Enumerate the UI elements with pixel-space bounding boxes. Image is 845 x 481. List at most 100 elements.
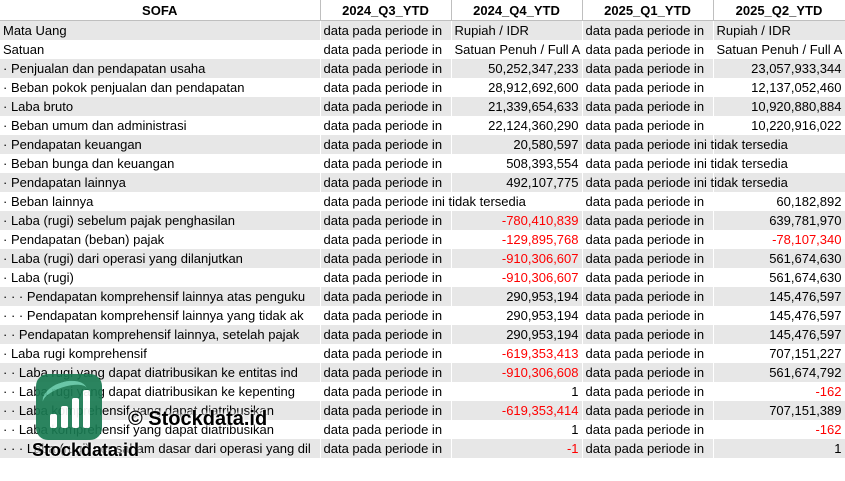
data-cell[interactable]: 561,674,792 [713,363,845,382]
row-label-cell[interactable]: · Beban lainnya [0,192,321,211]
row-label-cell[interactable]: · · · Pendapatan komprehensif lainnya at… [0,287,321,306]
row-label-cell[interactable]: · Laba (rugi) dari operasi yang dilanjut… [0,249,321,268]
data-cell[interactable]: data pada periode in [320,211,452,230]
data-cell[interactable] [713,173,845,192]
data-cell[interactable]: data pada periode in [320,382,452,401]
data-cell[interactable]: 707,151,389 [713,401,845,420]
data-cell[interactable]: data pada periode in [320,116,452,135]
header-2025-q1[interactable]: 2025_Q1_YTD [582,0,714,21]
data-cell[interactable]: -910,306,607 [451,268,583,287]
data-cell[interactable]: data pada periode in [320,306,452,325]
data-cell[interactable] [713,154,845,173]
data-cell[interactable]: 561,674,630 [713,249,845,268]
row-label-cell[interactable]: · Pendapatan (beban) pajak [0,230,321,249]
data-cell[interactable] [713,135,845,154]
data-cell[interactable]: -910,306,607 [451,249,583,268]
row-label-cell[interactable]: · · Pendapatan komprehensif lainnya, set… [0,325,321,344]
data-cell[interactable]: data pada periode in [582,363,714,382]
data-cell[interactable]: 145,476,597 [713,325,845,344]
data-cell[interactable]: data pada periode in [320,230,452,249]
data-cell[interactable]: 290,953,194 [451,325,583,344]
row-label-cell[interactable]: · Beban umum dan administrasi [0,116,321,135]
data-cell[interactable]: data pada periode in [320,420,452,439]
row-label-cell[interactable]: Mata Uang [0,20,321,40]
data-cell[interactable]: 1 [713,439,845,458]
data-cell[interactable]: data pada periode in [582,306,714,325]
data-cell[interactable]: data pada periode in [582,344,714,363]
data-cell[interactable]: 290,953,194 [451,306,583,325]
data-cell[interactable]: data pada periode ini tidak tersedia [582,154,788,173]
row-label-cell[interactable]: · · · Laba (rugi) per saham dasar dari o… [0,439,321,458]
row-label-cell[interactable]: · Laba (rugi) [0,268,321,287]
data-cell[interactable]: 28,912,692,600 [451,78,583,97]
data-cell[interactable]: data pada periode ini tidak tersedia [582,135,788,154]
data-cell[interactable]: -780,410,839 [451,211,583,230]
data-cell[interactable]: 492,107,775 [451,173,583,192]
data-cell[interactable]: data pada periode ini tidak tersedia [582,173,788,192]
data-cell[interactable] [451,192,583,211]
data-cell[interactable]: 23,057,933,344 [713,59,845,78]
data-cell[interactable]: data pada periode in [582,325,714,344]
data-cell[interactable]: data pada periode in [320,325,452,344]
data-cell[interactable]: -910,306,608 [451,363,583,382]
data-cell[interactable]: data pada periode in [582,40,714,59]
data-cell[interactable]: 60,182,892 [713,192,845,211]
data-cell[interactable]: data pada periode in [320,20,452,40]
data-cell[interactable]: -129,895,768 [451,230,583,249]
data-cell[interactable]: -162 [713,382,845,401]
row-label-cell[interactable]: · Laba rugi komprehensif [0,344,321,363]
data-cell[interactable]: 639,781,970 [713,211,845,230]
row-label-cell[interactable]: · · · Pendapatan komprehensif lainnya ya… [0,306,321,325]
data-cell[interactable]: data pada periode in [582,211,714,230]
header-2024-q3[interactable]: 2024_Q3_YTD [320,0,452,21]
data-cell[interactable]: data pada periode in [582,439,714,458]
data-cell[interactable]: data pada periode in [582,382,714,401]
data-cell[interactable]: 1 [451,420,583,439]
data-cell[interactable]: data pada periode in [582,287,714,306]
data-cell[interactable]: data pada periode in [320,97,452,116]
data-cell[interactable]: 12,137,052,460 [713,78,845,97]
data-cell[interactable]: data pada periode in [582,78,714,97]
data-cell[interactable]: -162 [713,420,845,439]
data-cell[interactable]: data pada periode in [320,135,452,154]
data-cell[interactable]: 50,252,347,233 [451,59,583,78]
data-cell[interactable]: 145,476,597 [713,287,845,306]
data-cell[interactable]: data pada periode in [582,192,714,211]
row-label-cell[interactable]: · Pendapatan lainnya [0,173,321,192]
data-cell[interactable]: 145,476,597 [713,306,845,325]
data-cell[interactable]: 290,953,194 [451,287,583,306]
data-cell[interactable]: 1 [451,382,583,401]
data-cell[interactable]: data pada periode in [582,97,714,116]
data-cell[interactable]: data pada periode in [582,116,714,135]
data-cell[interactable]: data pada periode in [582,249,714,268]
header-2024-q4[interactable]: 2024_Q4_YTD [451,0,583,21]
data-cell[interactable]: data pada periode in [582,401,714,420]
data-cell[interactable]: 707,151,227 [713,344,845,363]
data-cell[interactable]: -619,353,414 [451,401,583,420]
data-cell[interactable]: 508,393,554 [451,154,583,173]
data-cell[interactable]: Rupiah / IDR [451,20,583,40]
data-cell[interactable]: -619,353,413 [451,344,583,363]
row-label-cell[interactable]: Satuan [0,40,321,59]
data-cell[interactable]: data pada periode in [320,249,452,268]
row-label-cell[interactable]: · Beban bunga dan keuangan [0,154,321,173]
row-label-cell[interactable]: · Laba bruto [0,97,321,116]
data-cell[interactable]: data pada periode in [320,59,452,78]
row-label-cell[interactable]: · Penjualan dan pendapatan usaha [0,59,321,78]
data-cell[interactable]: data pada periode in [320,78,452,97]
row-label-cell[interactable]: · Laba (rugi) sebelum pajak penghasilan [0,211,321,230]
data-cell[interactable]: data pada periode ini tidak tersedia [320,192,526,211]
data-cell[interactable]: 22,124,360,290 [451,116,583,135]
data-cell[interactable]: data pada periode in [582,230,714,249]
data-cell[interactable]: 10,220,916,022 [713,116,845,135]
data-cell[interactable]: data pada periode in [320,154,452,173]
header-2025-q2[interactable]: 2025_Q2_YTD [713,0,845,21]
data-cell[interactable]: data pada periode in [320,268,452,287]
data-cell[interactable]: data pada periode in [320,40,452,59]
data-cell[interactable]: data pada periode in [582,59,714,78]
data-cell[interactable]: data pada periode in [320,344,452,363]
row-label-cell[interactable]: · Beban pokok penjualan dan pendapatan [0,78,321,97]
data-cell[interactable]: -78,107,340 [713,230,845,249]
data-cell[interactable]: 561,674,630 [713,268,845,287]
data-cell[interactable]: data pada periode in [582,420,714,439]
